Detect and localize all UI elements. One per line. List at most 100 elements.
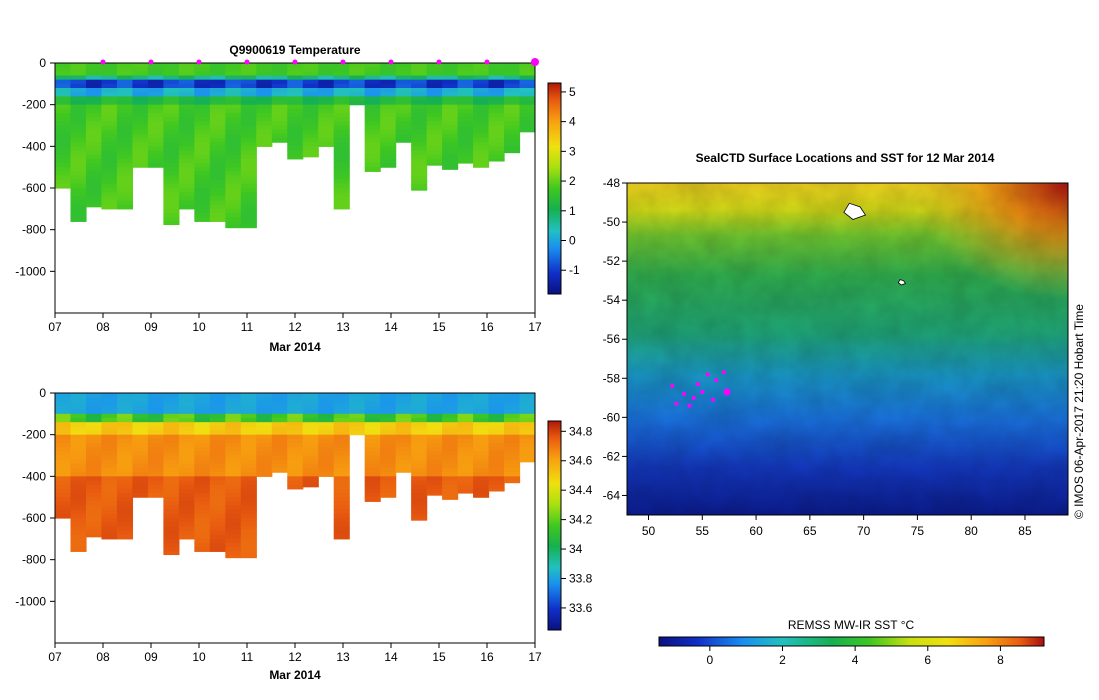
section-cell	[194, 405, 211, 411]
section-cell	[364, 426, 381, 432]
section-cell	[411, 484, 428, 490]
section-cell	[380, 67, 397, 72]
section-cell	[178, 196, 195, 202]
section-cell	[132, 79, 149, 85]
section-cell	[504, 75, 521, 81]
section-cell	[225, 397, 242, 402]
section-cell	[70, 192, 87, 197]
section-cell	[411, 117, 428, 122]
section-cell	[194, 468, 211, 473]
section-cell	[442, 154, 459, 160]
section-cell	[271, 88, 288, 93]
section-cell	[55, 401, 72, 407]
section-cell	[116, 133, 134, 139]
section-cell	[271, 422, 288, 427]
section-cell	[194, 163, 211, 168]
section-cell	[147, 142, 164, 147]
section-cell	[209, 438, 226, 444]
section-cell	[163, 133, 180, 139]
section-cell	[70, 196, 87, 202]
section-cell	[333, 67, 350, 72]
section-cell	[395, 438, 412, 444]
section-cell	[240, 183, 257, 189]
colorbar-tick-label: 1	[569, 204, 576, 218]
section-cell	[519, 104, 535, 110]
section-cell	[473, 158, 490, 164]
section-cell	[426, 158, 443, 164]
section-cell	[132, 401, 149, 407]
section-cell	[240, 113, 257, 118]
section-cell	[209, 547, 226, 552]
section-cell	[116, 163, 134, 168]
surface-marker	[340, 59, 346, 65]
section-cell	[147, 422, 164, 427]
section-cell	[101, 133, 118, 139]
section-cell	[256, 100, 273, 106]
section-cell	[333, 146, 350, 152]
section-cell	[209, 422, 226, 427]
section-cell	[364, 125, 381, 131]
section-cell	[194, 547, 211, 552]
section-cell	[473, 88, 490, 93]
section-cell	[70, 488, 87, 494]
section-cell	[457, 397, 474, 402]
section-cell	[488, 401, 505, 407]
section-cell	[178, 67, 195, 72]
section-cell	[194, 104, 211, 110]
section-cell	[101, 167, 118, 172]
section-cell	[380, 108, 397, 114]
section-cell	[85, 150, 103, 156]
section-cell	[116, 146, 134, 152]
section-cell	[473, 493, 490, 498]
section-cell	[101, 443, 118, 448]
x-tick-label: 15	[432, 650, 446, 664]
section-cell	[426, 83, 443, 89]
section-cell	[488, 468, 505, 473]
section-cell	[256, 133, 273, 139]
section-cell	[271, 455, 288, 461]
section-cell	[364, 138, 381, 143]
section-cell	[488, 476, 505, 482]
section-cell	[116, 183, 134, 189]
section-cell	[101, 476, 118, 482]
section-cell	[364, 468, 381, 473]
section-cell	[411, 108, 428, 114]
section-cell	[240, 547, 257, 552]
section-cell	[271, 426, 288, 432]
section-cell	[488, 430, 505, 436]
section-cell	[178, 192, 195, 197]
section-cell	[163, 405, 180, 411]
section-cell	[194, 75, 211, 81]
section-cell	[519, 88, 535, 93]
section-cell	[364, 443, 381, 448]
section-cell	[488, 71, 505, 77]
section-cell	[411, 121, 428, 127]
section-cell	[163, 493, 180, 498]
section-cell	[457, 129, 474, 135]
section-cell	[70, 534, 87, 540]
section-cell	[163, 163, 180, 168]
section-cell	[364, 434, 381, 440]
section-cell	[364, 447, 381, 452]
section-cell	[209, 104, 226, 110]
section-cell	[473, 447, 490, 452]
section-cell	[395, 422, 412, 427]
section-cell	[256, 455, 273, 461]
section-cell	[457, 459, 474, 465]
section-cell	[70, 409, 87, 415]
section-cell	[287, 472, 304, 477]
section-cell	[380, 455, 397, 461]
section-cell	[85, 154, 103, 160]
section-cell	[85, 484, 103, 490]
section-cell	[426, 121, 443, 127]
section-cell	[178, 200, 195, 206]
section-cell	[473, 79, 490, 85]
section-cell	[147, 150, 164, 156]
section-cell	[426, 484, 443, 490]
section-cell	[225, 133, 242, 139]
section-cell	[333, 426, 350, 432]
seal-location-point	[687, 403, 692, 408]
section-cell	[287, 75, 304, 81]
section-cell	[473, 108, 490, 114]
surface-marker	[436, 59, 442, 65]
